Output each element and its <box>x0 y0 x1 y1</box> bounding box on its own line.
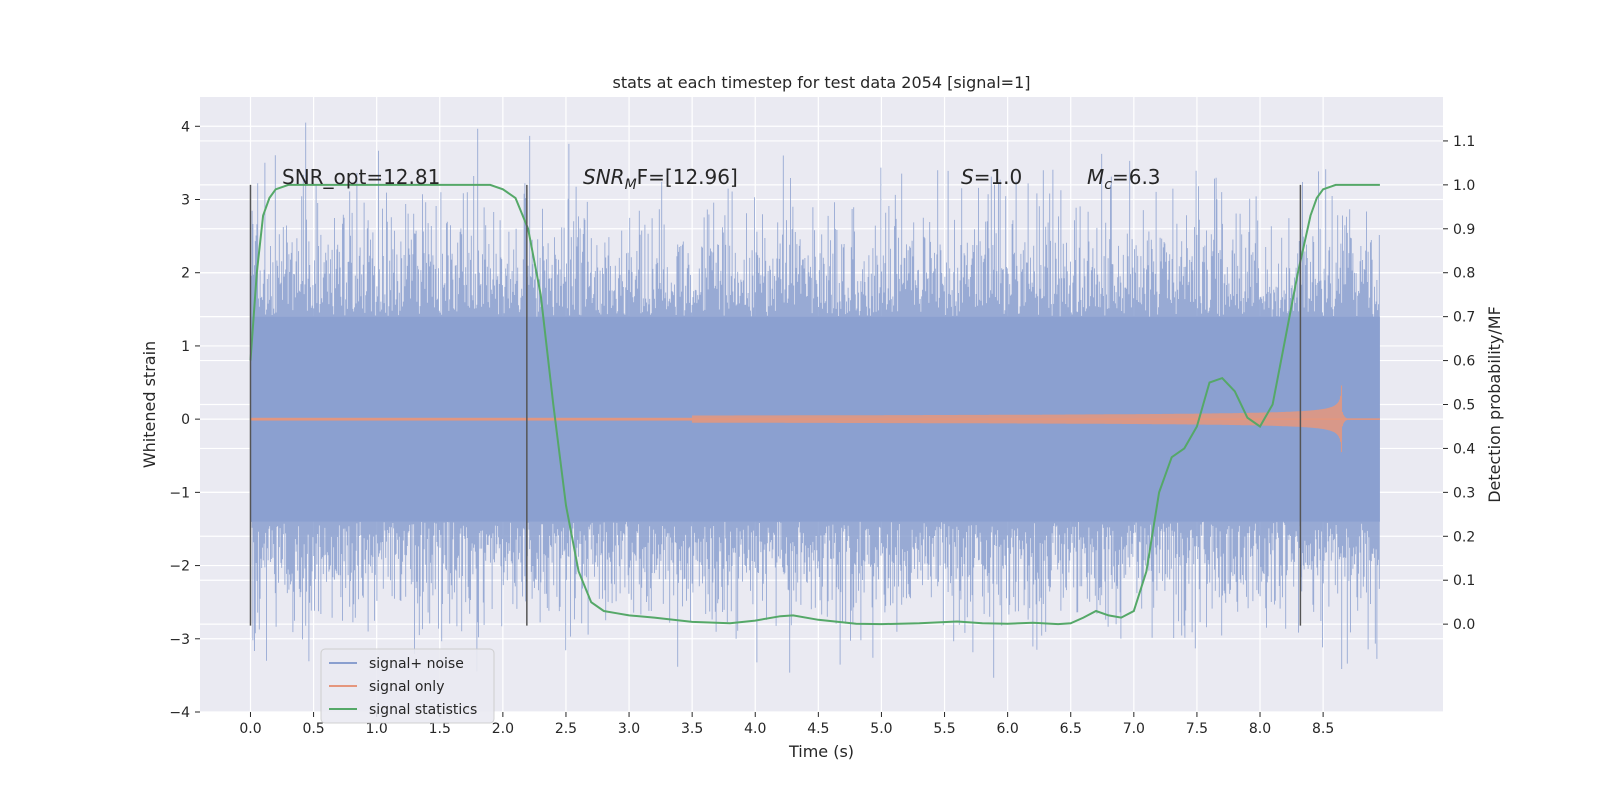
y2-axis-label: Detection probability/MF <box>1485 306 1504 503</box>
y-tick-label: −4 <box>169 705 190 721</box>
y-tick-label: 0 <box>181 412 190 428</box>
series-layer <box>249 122 1380 678</box>
x-tick-label: 6.0 <box>997 721 1019 737</box>
legend-label: signal statistics <box>369 702 477 718</box>
x-tick-label: 0.5 <box>302 721 324 737</box>
y2-tick-label: 0.0 <box>1453 617 1475 633</box>
y2-tick-label: 0.7 <box>1453 310 1475 326</box>
y2-tick-label: 1.0 <box>1453 178 1475 194</box>
x-tick-label: 1.0 <box>366 721 388 737</box>
y-axis-label: Whitened strain <box>140 341 159 468</box>
annotation-s: S=1.0 <box>961 165 1022 189</box>
x-tick-label: 3.5 <box>681 721 703 737</box>
y-tick-label: −1 <box>169 485 190 501</box>
y2-tick-label: 0.8 <box>1453 266 1475 282</box>
annotation-snr-opt: SNR_opt=12.81 <box>282 165 440 189</box>
x-tick-label: 7.5 <box>1186 721 1208 737</box>
x-tick-label: 0.0 <box>239 721 261 737</box>
y-tick-label: 1 <box>181 339 190 355</box>
legend: signal+ noise signal only signal statistic… <box>320 648 495 724</box>
x-tick-label: 8.0 <box>1249 721 1271 737</box>
x-tick-label: 6.5 <box>1060 721 1082 737</box>
y-tick-label: 2 <box>181 266 190 282</box>
annotation-mc: Mc=6.3 <box>1087 165 1161 193</box>
x-tick-label: 8.5 <box>1312 721 1334 737</box>
y-tick-label: −3 <box>169 632 190 648</box>
x-tick-label: 3.0 <box>618 721 640 737</box>
y2-tick-label: 0.5 <box>1453 398 1475 414</box>
y2-tick-label: 0.3 <box>1453 485 1475 501</box>
y-tick-label: 4 <box>181 119 190 135</box>
legend-box <box>320 648 495 724</box>
series-signal-statistics <box>249 183 1380 626</box>
y2-tick-label: 1.1 <box>1453 134 1475 150</box>
annotation-snr-mf: SNRMF=[12.96] <box>583 165 738 193</box>
legend-label: signal only <box>369 679 444 695</box>
y2-tick-label: 0.9 <box>1453 222 1475 238</box>
legend-label: signal+ noise <box>369 656 464 672</box>
x-tick-label: 5.0 <box>870 721 892 737</box>
x-tick-label: 7.0 <box>1123 721 1145 737</box>
x-tick-label: 2.5 <box>555 721 577 737</box>
x-tick-label: 1.5 <box>429 721 451 737</box>
axes: 0.0 0.5 1.0 1.5 2.0 2.5 3.0 3.5 4.0 4.5 5.0 5.5 6.0 6… <box>140 119 1504 761</box>
x-tick-label: 5.5 <box>933 721 955 737</box>
y2-tick-label: 0.1 <box>1453 573 1475 589</box>
x-tick-label: 4.0 <box>744 721 766 737</box>
y2-tick-label: 0.4 <box>1453 441 1475 457</box>
vertical-markers <box>249 184 1302 626</box>
y2-tick-label: 0.6 <box>1453 354 1475 370</box>
x-axis-label: Time (s) <box>788 742 854 761</box>
y-tick-label: −2 <box>169 559 190 575</box>
annotations: SNR_opt=12.81 SNRMF=[12.96] S=1.0 Mc=6.3 <box>282 165 1161 193</box>
y-tick-label: 3 <box>181 193 190 209</box>
y2-tick-label: 0.2 <box>1453 529 1475 545</box>
chart-title: stats at each timestep for test data 205… <box>612 73 1030 92</box>
x-tick-label: 4.5 <box>807 721 829 737</box>
x-tick-label: 2.0 <box>492 721 514 737</box>
